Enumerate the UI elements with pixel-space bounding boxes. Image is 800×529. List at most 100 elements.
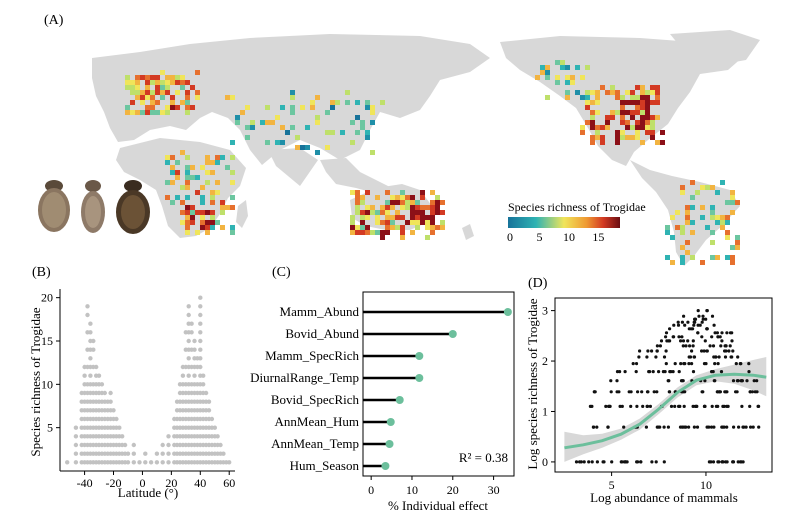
b-point (117, 425, 122, 430)
grid-cell (650, 100, 655, 105)
grid-cell (710, 215, 715, 220)
grid-cell (640, 95, 645, 100)
d-point (702, 349, 706, 353)
d-point (721, 460, 725, 464)
grid-cell (375, 220, 380, 225)
c-variable-label: Bovid_SpecRich (271, 392, 360, 407)
grid-cell (345, 90, 350, 95)
b-y-axis-label: Species richness of Trogidae (28, 307, 43, 456)
map-legend: Species richness of Trogidae 0 5 10 15 (507, 200, 646, 244)
d-point (623, 370, 627, 374)
d-point (750, 390, 755, 394)
grid-cell (210, 225, 215, 230)
grid-cell (700, 185, 705, 190)
grid-cell (195, 175, 200, 180)
d-point (687, 355, 691, 359)
grid-cell (355, 195, 360, 200)
b-point (143, 451, 148, 456)
grid-cell (365, 230, 370, 235)
c-lollipop-point (385, 440, 394, 448)
grid-cell (145, 110, 150, 115)
b-point (73, 434, 79, 439)
d-point (671, 370, 675, 374)
d-point (682, 362, 686, 366)
d-point (731, 379, 736, 383)
d-point (757, 425, 761, 429)
b-point (221, 451, 226, 456)
grid-cell (140, 100, 145, 105)
grid-cell (390, 200, 395, 205)
d-point (731, 460, 736, 464)
d-point (741, 425, 745, 429)
grid-cell (205, 170, 210, 175)
grid-cell (640, 105, 645, 110)
b-point (186, 356, 191, 361)
d-point (711, 344, 716, 348)
grid-cell (380, 205, 385, 210)
grid-cell (150, 90, 155, 95)
grid-cell (430, 230, 435, 235)
grid-cell (185, 225, 190, 230)
grid-cell (180, 210, 185, 215)
d-point (680, 425, 684, 429)
grid-cell (225, 165, 230, 170)
grid-cell (165, 180, 170, 185)
grid-cell (710, 240, 715, 245)
d-point (609, 379, 613, 383)
d-point (682, 314, 686, 318)
grid-cell (165, 160, 170, 165)
b-y-ticks: 5 10 15 20 (41, 291, 60, 435)
b-point (88, 330, 93, 335)
grid-cell (650, 125, 655, 130)
grid-cell (380, 210, 385, 215)
grid-cell (360, 195, 365, 200)
grid-cell (155, 110, 160, 115)
grid-cell (160, 110, 165, 115)
grid-cell (155, 90, 160, 95)
grid-cell (260, 120, 265, 125)
grid-cell (175, 75, 180, 80)
grid-cell (670, 235, 675, 240)
grid-cell (415, 205, 420, 210)
grid-cell (605, 120, 610, 125)
d-point (683, 425, 687, 429)
b-point (180, 373, 186, 378)
grid-cell (725, 220, 730, 225)
b-point (111, 408, 116, 413)
grid-cell (220, 205, 225, 210)
grid-cell (650, 115, 655, 120)
d-point (718, 390, 722, 394)
legend-colorbar (508, 217, 620, 228)
grid-cell (355, 115, 360, 120)
b-point (85, 312, 90, 318)
grid-cell (235, 115, 240, 120)
grid-cell (195, 95, 200, 100)
grid-cell (405, 205, 410, 210)
grid-cell (165, 85, 170, 90)
grid-cell (650, 90, 655, 95)
c-x-axis-label: % Individual effect (388, 498, 488, 513)
d-y-ticks: 0 1 2 3 (542, 304, 555, 469)
grid-cell (730, 195, 735, 200)
d-point (637, 355, 641, 359)
d-point (619, 460, 623, 464)
d-point (728, 344, 732, 348)
grid-cell (175, 170, 180, 175)
grid-cell (355, 100, 360, 105)
grid-cell (670, 260, 675, 265)
grid-cell (150, 100, 155, 105)
grid-cell (265, 105, 270, 110)
grid-cell (385, 190, 390, 195)
grid-cell (725, 230, 730, 235)
grid-cell (385, 215, 390, 220)
grid-cell (690, 220, 695, 225)
grid-cell (195, 90, 200, 95)
grid-cell (685, 210, 690, 215)
grid-cell (350, 220, 355, 225)
grid-cell (615, 95, 620, 100)
grid-cell (635, 95, 640, 100)
grid-cell (680, 255, 685, 260)
d-point (705, 349, 709, 353)
grid-cell (585, 120, 590, 125)
b-y-tick-label: 15 (41, 334, 53, 348)
